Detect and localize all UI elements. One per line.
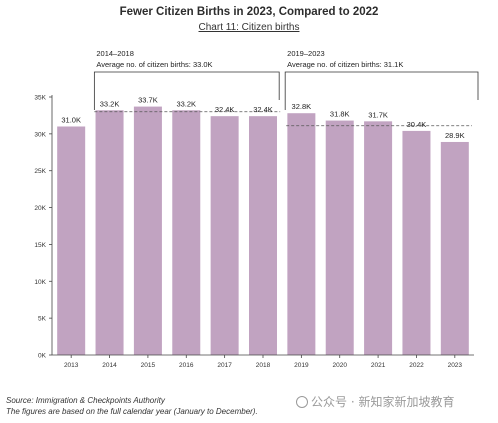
bar-2022 <box>402 130 431 355</box>
bar-2020 <box>325 120 354 356</box>
wechat-icon <box>296 396 308 408</box>
bar-2023 <box>440 141 469 355</box>
x-tick-label: 2022 <box>409 362 424 369</box>
data-label: 31.7K <box>368 110 388 119</box>
data-label: 28.9K <box>445 131 465 140</box>
data-label: 32.4K <box>215 105 235 114</box>
data-label: 33.2K <box>100 99 120 108</box>
source-note: Source: Immigration & Checkpoints Author… <box>6 396 165 405</box>
y-tick-label: 0K <box>38 353 47 360</box>
y-tick-label: 5K <box>38 316 47 323</box>
bar-2016 <box>172 110 201 355</box>
x-tick-label: 2018 <box>256 362 271 369</box>
x-tick-label: 2023 <box>448 362 463 369</box>
y-tick-label: 25K <box>34 168 46 175</box>
bar-2021 <box>364 121 393 355</box>
x-tick-label: 2013 <box>64 362 79 369</box>
bar-2013 <box>57 126 86 355</box>
data-label: 32.8K <box>292 102 312 111</box>
x-tick-label: 2015 <box>141 362 156 369</box>
bar-2018 <box>248 116 278 355</box>
x-tick-label: 2017 <box>217 362 232 369</box>
annotation-bracket <box>284 71 479 110</box>
bar-2017 <box>210 116 239 355</box>
x-tick-label: 2016 <box>179 362 194 369</box>
bar-2015 <box>133 106 162 355</box>
x-tick-label: 2021 <box>371 362 386 369</box>
x-tick-label: 2019 <box>294 362 309 369</box>
data-label: 31.0K <box>61 115 81 124</box>
y-tick-label: 20K <box>34 205 46 212</box>
data-label: 31.8K <box>330 110 350 119</box>
annotation-average-text: Average no. of citizen births: 33.0K <box>96 60 212 69</box>
watermark-text: 公众号 · 新知家新加坡教育 <box>311 395 455 409</box>
x-tick-label: 2020 <box>332 362 347 369</box>
bar-2014 <box>95 110 124 355</box>
annotation-range-label: 2014–2018 <box>96 49 134 58</box>
data-label: 32.4K <box>253 105 273 114</box>
y-tick-label: 35K <box>34 95 46 102</box>
chart-title: Fewer Citizen Births in 2023, Compared t… <box>119 6 379 18</box>
x-tick-label: 2014 <box>102 362 117 369</box>
annotation-bracket <box>93 71 280 110</box>
y-tick-label: 10K <box>34 279 46 286</box>
calendar-note: The figures are based on the full calend… <box>6 407 258 416</box>
bar-2019 <box>287 113 316 356</box>
data-label: 33.7K <box>138 96 158 105</box>
chart-subtitle: Chart 11: Citizen births <box>198 22 300 33</box>
data-label: 33.2K <box>176 99 196 108</box>
annotation-range-label: 2019–2023 <box>287 49 325 58</box>
y-tick-label: 30K <box>34 131 46 138</box>
watermark: 公众号 · 新知家新加坡教育 <box>296 393 454 410</box>
annotation-average-text: Average no. of citizen births: 31.1K <box>287 60 403 69</box>
data-label: 30.4K <box>407 120 427 129</box>
y-tick-label: 15K <box>34 242 46 249</box>
